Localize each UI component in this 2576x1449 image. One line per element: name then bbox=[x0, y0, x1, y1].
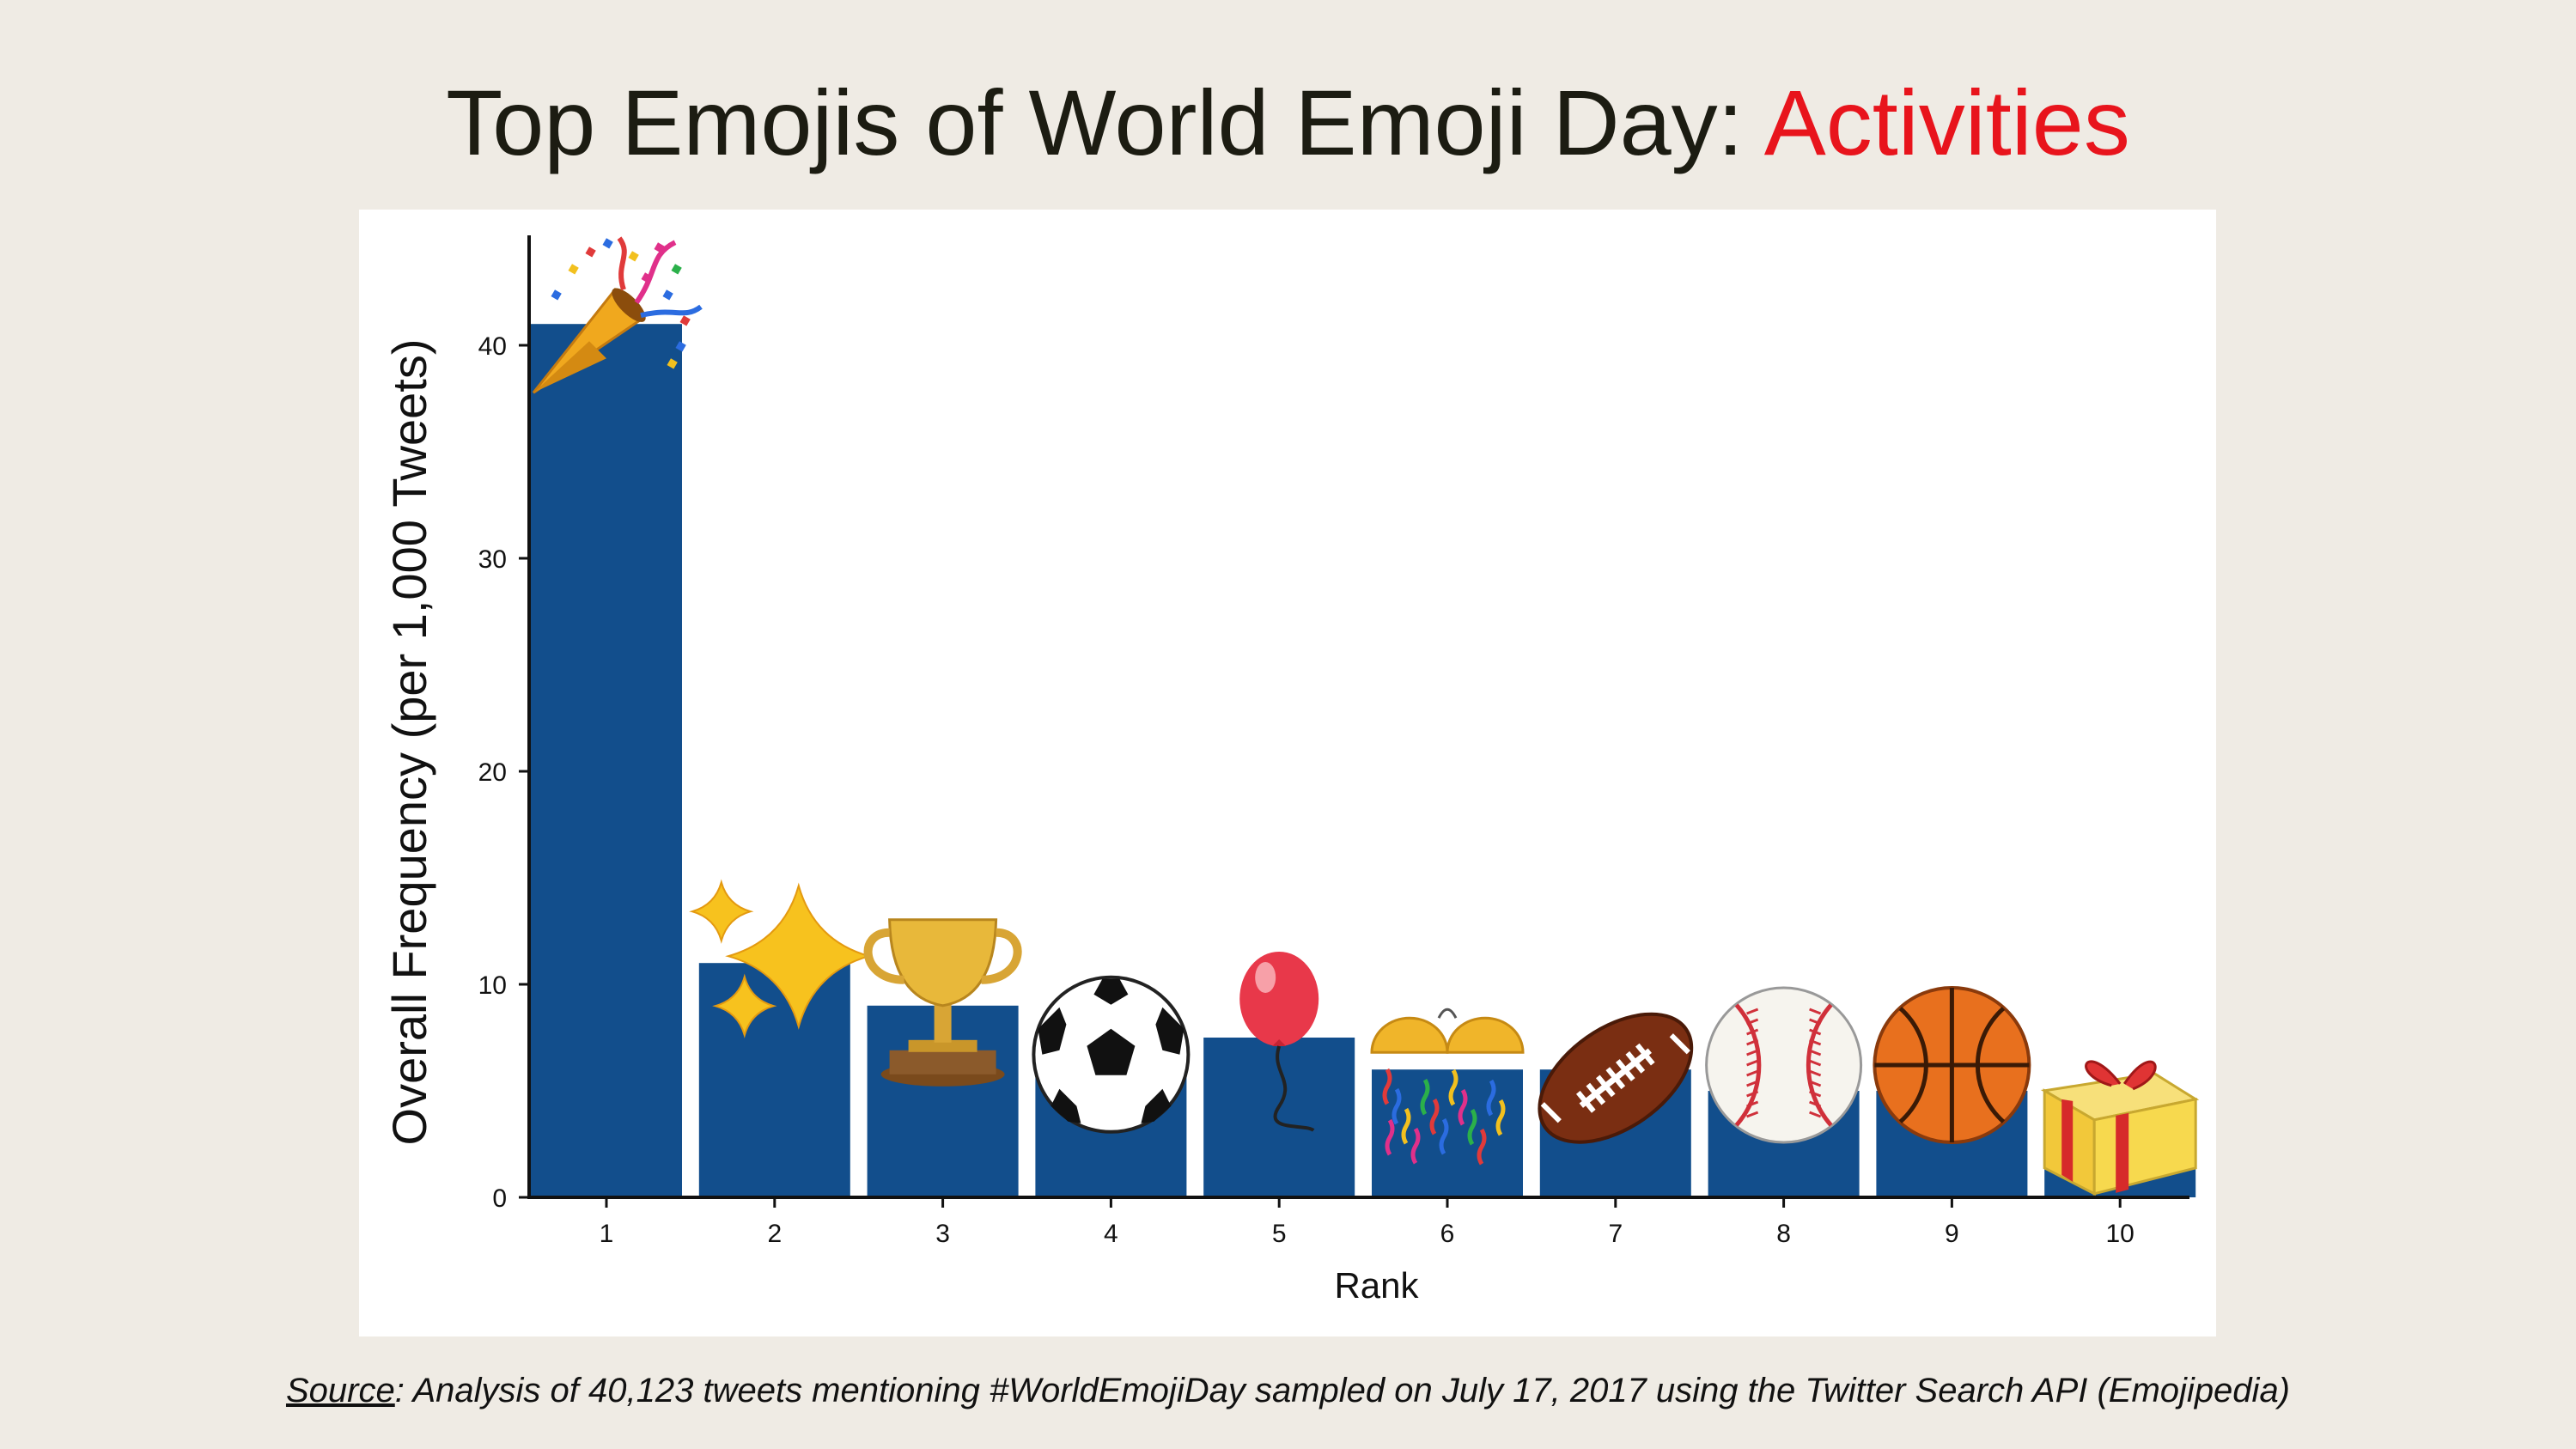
confetti-ball-icon bbox=[1370, 1008, 1525, 1166]
page-title: Top Emojis of World Emoji Day: Activitie… bbox=[0, 67, 2576, 179]
y-tick-label-40: 40 bbox=[478, 332, 507, 361]
source-label: Source bbox=[285, 1372, 395, 1409]
x-tick-label-7: 7 bbox=[1608, 1220, 1623, 1248]
balloon-icon bbox=[1239, 952, 1319, 1132]
bar-chart: 0 10 20 30 40 1 2 3 4 5 6 7 8 9 10 Rank Overall Frequenc… bbox=[382, 235, 2200, 1306]
x-tick-label-6: 6 bbox=[1440, 1220, 1455, 1248]
trophy-icon bbox=[863, 918, 1022, 1087]
soccer-ball-icon bbox=[1032, 975, 1191, 1134]
bar-2 bbox=[698, 963, 850, 1197]
y-tick-label-10: 10 bbox=[478, 971, 507, 1000]
page-title-main: Top Emojis of World Emoji Day: bbox=[446, 70, 1764, 174]
american-football-icon bbox=[1538, 1012, 1694, 1144]
x-tick-label-2: 2 bbox=[767, 1220, 782, 1248]
x-tick-label-1: 1 bbox=[600, 1220, 614, 1248]
bar-1 bbox=[531, 324, 682, 1197]
source-caption: Source: Analysis of 40,123 tweets mentio… bbox=[0, 1372, 2576, 1410]
x-tick-label-4: 4 bbox=[1104, 1220, 1118, 1248]
x-axis-title: Rank bbox=[1334, 1265, 1419, 1306]
source-text: : Analysis of 40,123 tweets mentioning #… bbox=[394, 1372, 2291, 1409]
page-title-accent: Activities bbox=[1763, 70, 2130, 174]
basketball-icon bbox=[1873, 986, 2031, 1144]
x-tick-label-8: 8 bbox=[1776, 1220, 1791, 1248]
y-tick-label-0: 0 bbox=[492, 1184, 507, 1213]
y-axis-title: Overall Frequency (per 1,000 Tweets) bbox=[382, 339, 436, 1146]
x-tick-label-10: 10 bbox=[2106, 1220, 2134, 1248]
y-tick-label-30: 30 bbox=[478, 545, 507, 574]
x-tick-label-5: 5 bbox=[1272, 1220, 1287, 1248]
baseball-icon bbox=[1705, 986, 1863, 1144]
x-tick-label-9: 9 bbox=[1945, 1220, 1959, 1248]
wrapped-gift-icon bbox=[2040, 1060, 2200, 1196]
sparkles-icon bbox=[689, 879, 873, 1038]
y-tick-label-20: 20 bbox=[478, 758, 507, 787]
x-tick-label-3: 3 bbox=[935, 1220, 950, 1248]
chart-panel: 0 10 20 30 40 1 2 3 4 5 6 7 8 9 10 Rank Overall Frequenc… bbox=[359, 210, 2216, 1336]
party-popper-icon bbox=[532, 236, 703, 394]
